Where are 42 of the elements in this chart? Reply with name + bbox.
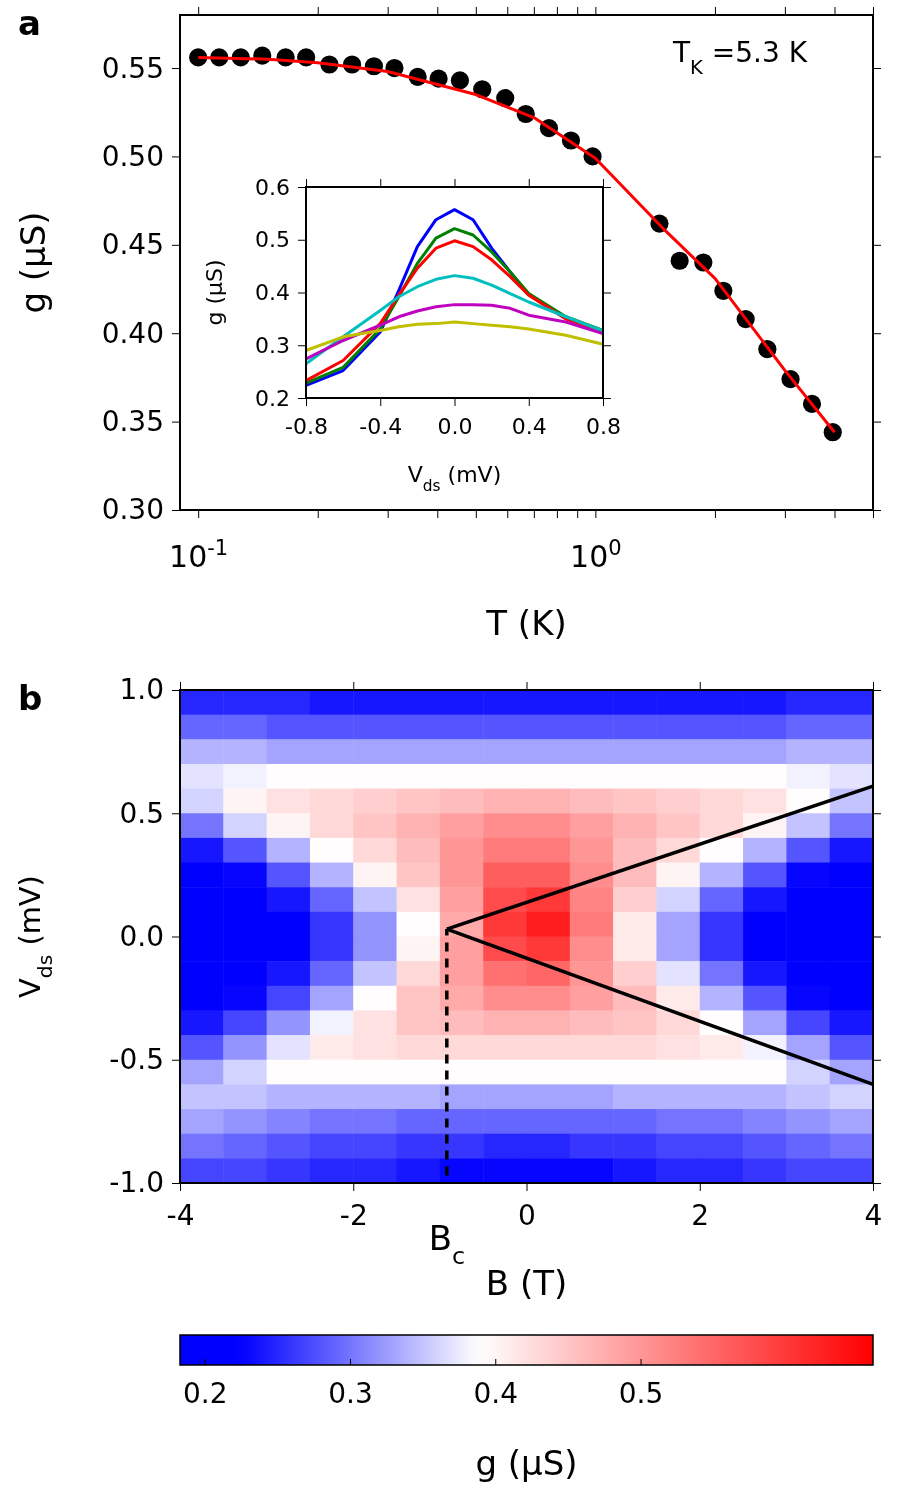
- y-axis-title: g (μS): [202, 259, 227, 326]
- x-tick-label: 2: [691, 1198, 710, 1232]
- y-tick-label: 0.40: [101, 316, 164, 350]
- x-tick-label: 0: [518, 1198, 536, 1232]
- y-tick-label: 0.35: [101, 405, 164, 439]
- color-bar-title: g (μS): [475, 1443, 578, 1483]
- x-tick-label: -0.8: [285, 413, 328, 439]
- y-axis-title: g (μS): [13, 211, 53, 314]
- y-tick-label: 0.45: [101, 228, 164, 262]
- x-tick-label: -0.4: [359, 413, 403, 439]
- chart-title: b: [18, 678, 43, 718]
- x-tick-label: -4: [166, 1198, 195, 1232]
- y-tick-label: 0.6: [255, 174, 290, 200]
- x-axis-title: T (K): [485, 603, 567, 643]
- x-tick-label: -2: [339, 1198, 368, 1232]
- chart-title: a: [18, 3, 41, 43]
- y-tick-label: 0.5: [119, 796, 164, 830]
- y-tick-label: 1.0: [119, 673, 164, 707]
- y-tick-label: 0.3: [255, 332, 290, 358]
- y-tick-label: 0.30: [101, 493, 164, 527]
- annotation: T$_{K}$ =5.3 K: [671, 36, 808, 79]
- color-bar-label: 0.3: [328, 1376, 373, 1410]
- color-bar-label: 0.5: [618, 1376, 664, 1410]
- x-tick-label: 0.0: [437, 413, 473, 439]
- y-tick-label: 0.5: [255, 227, 290, 253]
- x-tick-label: 0.8: [586, 413, 621, 439]
- y-tick-label: -1.0: [109, 1166, 164, 1200]
- y-tick-label: 0.50: [101, 139, 164, 173]
- x-tick-label: 0.4: [511, 413, 547, 439]
- x-axis-title: V$_{ds}$ (mV): [407, 462, 502, 495]
- y-tick-label: 0.55: [101, 51, 164, 85]
- y-tick-label: -0.5: [109, 1043, 164, 1077]
- x-tick-label: 10$^{-1}$: [169, 536, 229, 575]
- y-tick-label: 0.4: [255, 280, 290, 306]
- y-tick-label: 0.2: [255, 385, 290, 411]
- x-tick-label: 10$^{0}$: [570, 536, 622, 575]
- text: B$_{c}$: [428, 1218, 466, 1270]
- x-tick-label: 4: [864, 1198, 883, 1232]
- x-axis-title: B (T): [485, 1263, 568, 1303]
- color-bar-label: 0.2: [182, 1376, 228, 1410]
- y-tick-label: 0.0: [119, 919, 164, 953]
- color-bar-label: 0.4: [473, 1376, 519, 1410]
